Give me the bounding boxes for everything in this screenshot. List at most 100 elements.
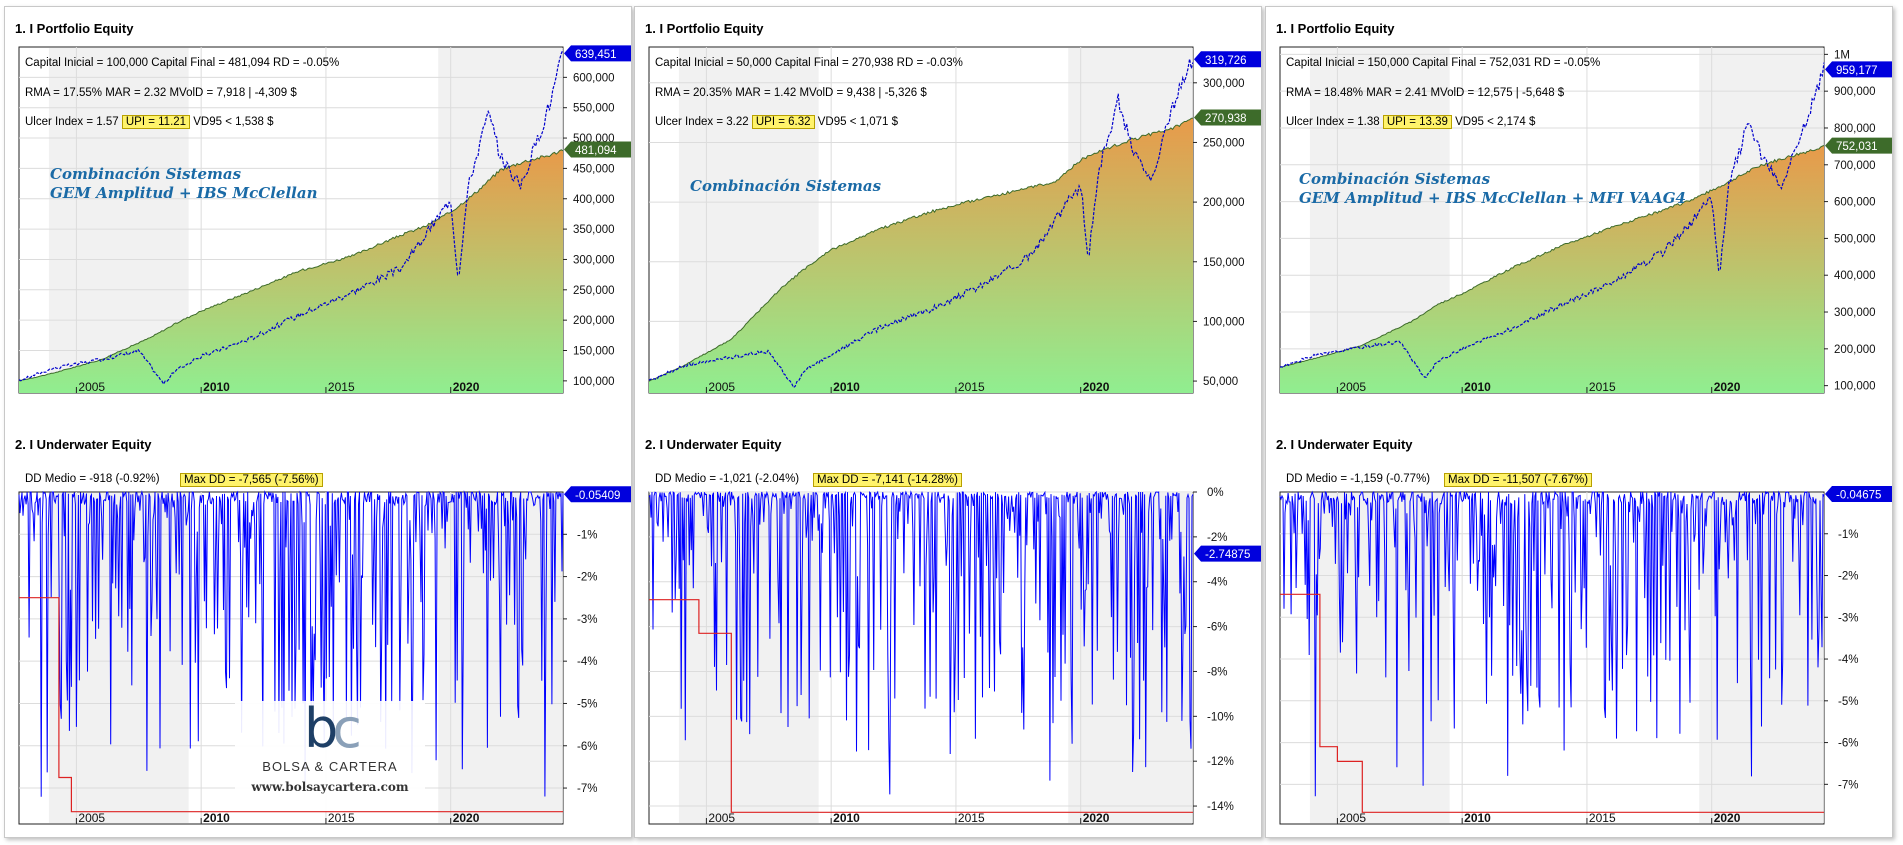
y-tick-label: -6% <box>1838 738 1858 750</box>
upi-badge: UPI = 13.39 <box>1382 115 1452 129</box>
y-tick-label: 450,000 <box>573 163 615 175</box>
underwater-line <box>18 490 564 797</box>
upi-badge: UPI = 6.32 <box>751 115 815 129</box>
underwater-chart-title: 2. I Underwater Equity <box>1276 437 1413 452</box>
equity-chart[interactable]: 100,000 150,000 200,000 250,000 300,000 350,0… <box>5 7 631 427</box>
vd95: VD95 < 1,538 $ <box>193 116 274 128</box>
y-tick-label: -14% <box>1207 801 1234 813</box>
y-tick-label: -12% <box>1207 756 1234 768</box>
x-tick-label: 2020 <box>1083 811 1110 825</box>
y-tick-label: -7% <box>577 783 597 795</box>
stats-rma: RMA = 18.48% MAR = 2.41 MVolD = 12,575 |… <box>1286 87 1565 99</box>
bolsa-cartera-logo: bc BOLSA & CARTERA www.bolsaycartera.com <box>235 701 425 811</box>
x-tick-label: 2015 <box>1589 380 1616 394</box>
max-dd-badge: Max DD = -7,141 (-14.28%) <box>813 473 962 487</box>
x-tick-label: 2005 <box>1339 380 1366 394</box>
x-tick-label: 2005 <box>78 380 105 394</box>
last-value-badge <box>1194 51 1261 68</box>
y-tick-label: 150,000 <box>573 346 615 358</box>
x-tick-label: 2005 <box>78 811 105 825</box>
equity-chart[interactable]: 50,000 100,000 150,000 200,000 250,000 300,00… <box>635 7 1261 427</box>
underwater-chart[interactable]: -1% -2% -3% -4% -5% -6% -7% 2005 2010 2015 2020 -0.… <box>1266 7 1892 837</box>
y-tick-label: 200,000 <box>1834 344 1876 356</box>
x-tick-label: 2010 <box>1464 811 1491 825</box>
combo-label: Combinación Sistemas <box>690 177 882 195</box>
panel-column-2: 1. I Portfolio Equity 50,000 100,000 150,0… <box>634 6 1262 838</box>
y-tick-label: -2% <box>1838 571 1858 583</box>
panel-column-1: 1. I Portfolio Equity 100,000 150,000 200,… <box>4 6 632 838</box>
stats-capital: Capital Inicial = 50,000 Capital Final =… <box>655 57 963 69</box>
stats-rma: RMA = 20.35% MAR = 1.42 MVolD = 9,438 | … <box>655 87 927 99</box>
underwater-chart[interactable]: 0% -2% -4% -6% -8% -10% -12% -14% 2005 2010 2015 20… <box>635 7 1261 837</box>
dd-medio: DD Medio = -918 (-0.92%) <box>25 473 160 485</box>
x-tick-label: 2005 <box>708 811 735 825</box>
shaded-period <box>1309 493 1450 823</box>
y-tick-label: 800,000 <box>1834 123 1876 135</box>
last-value-badge-label: 319,726 <box>1205 55 1247 67</box>
equity-chart[interactable]: 100,000 200,000 300,000 400,000 500,000 600,0… <box>1266 7 1892 427</box>
y-tick-label: 200,000 <box>573 315 615 327</box>
y-tick-label: -8% <box>1207 666 1227 678</box>
benchmark-line <box>18 49 564 386</box>
y-tick-label: 400,000 <box>1834 270 1876 282</box>
max-dd-line <box>19 597 563 813</box>
last-value-badge-label: 639,451 <box>575 49 617 61</box>
stats-ulcer: Ulcer Index = 3.22 UPI = 6.32 VD95 < 1,0… <box>655 115 898 129</box>
x-tick-label: 2005 <box>1339 811 1366 825</box>
equity-chart-title: 1. I Portfolio Equity <box>15 21 134 36</box>
ulcer-index: Ulcer Index = 1.57 <box>25 116 119 128</box>
y-tick-label: -5% <box>577 698 597 710</box>
y-tick-label: 300,000 <box>573 254 615 266</box>
x-tick-label: 2015 <box>958 380 985 394</box>
x-tick-label: 2010 <box>833 380 860 394</box>
y-tick-label: 0% <box>1207 487 1224 499</box>
max-dd-badge: Max DD = -7,565 (-7.56%) <box>180 473 323 487</box>
last-value-badge-label: -0.05409 <box>575 490 620 502</box>
y-tick-label: -3% <box>577 614 597 626</box>
bc-logo-icon: bc <box>304 697 362 760</box>
x-tick-label: 2020 <box>1714 380 1741 394</box>
max-dd-line <box>649 599 1193 813</box>
final-capital-badge-label: 481,094 <box>575 145 617 157</box>
last-value-badge <box>1194 545 1261 562</box>
dd-medio: DD Medio = -1,159 (-0.77%) <box>1286 473 1431 485</box>
upi-badge: UPI = 11.21 <box>121 115 191 129</box>
equity-line <box>18 149 564 382</box>
stats-ulcer: Ulcer Index = 1.57 UPI = 11.21 VD95 < 1,… <box>25 115 274 129</box>
y-tick-label: 300,000 <box>1203 78 1245 90</box>
vd95: VD95 < 2,174 $ <box>1455 116 1536 128</box>
ulcer-index: Ulcer Index = 1.38 <box>1286 116 1380 128</box>
y-tick-label: 1M <box>1834 49 1850 61</box>
equity-area <box>1280 145 1824 393</box>
ulcer-index: Ulcer Index = 3.22 <box>655 116 749 128</box>
y-tick-label: -1% <box>577 529 597 541</box>
y-tick-label: 300,000 <box>1834 307 1876 319</box>
final-capital-badge <box>564 141 631 158</box>
y-tick-label: -6% <box>577 741 597 753</box>
combo-label: Combinación Sistemas GEM Amplitud + IBS … <box>1299 170 1686 207</box>
y-tick-label: 600,000 <box>573 72 615 84</box>
vd95: VD95 < 1,071 $ <box>817 116 898 128</box>
x-tick-label: 2010 <box>833 811 860 825</box>
x-tick-label: 2015 <box>958 811 985 825</box>
dd-medio: DD Medio = -1,021 (-2.04%) <box>655 473 800 485</box>
x-tick-label: 2020 <box>453 811 480 825</box>
last-value-badge-label: -2.74875 <box>1205 549 1250 561</box>
y-tick-label: 100,000 <box>1203 316 1245 328</box>
y-tick-label: -4% <box>577 656 597 668</box>
y-tick-label: -2% <box>1207 532 1227 544</box>
y-tick-label: 100,000 <box>1834 381 1876 393</box>
benchmark-line <box>1280 62 1825 378</box>
y-tick-label: 250,000 <box>1203 137 1245 149</box>
y-tick-label: 500,000 <box>1834 233 1876 245</box>
y-tick-label: -3% <box>1838 612 1858 624</box>
stats-capital: Capital Inicial = 150,000 Capital Final … <box>1286 57 1601 69</box>
final-capital-badge-label: 752,031 <box>1836 141 1878 153</box>
last-value-badge-label: 959,177 <box>1836 65 1878 77</box>
y-tick-label: 550,000 <box>573 103 615 115</box>
x-tick-label: 2020 <box>1083 380 1110 394</box>
underwater-chart-title: 2. I Underwater Equity <box>15 437 152 452</box>
y-tick-label: 400,000 <box>573 194 615 206</box>
last-value-badge <box>1825 485 1892 502</box>
y-tick-label: 600,000 <box>1834 197 1876 209</box>
